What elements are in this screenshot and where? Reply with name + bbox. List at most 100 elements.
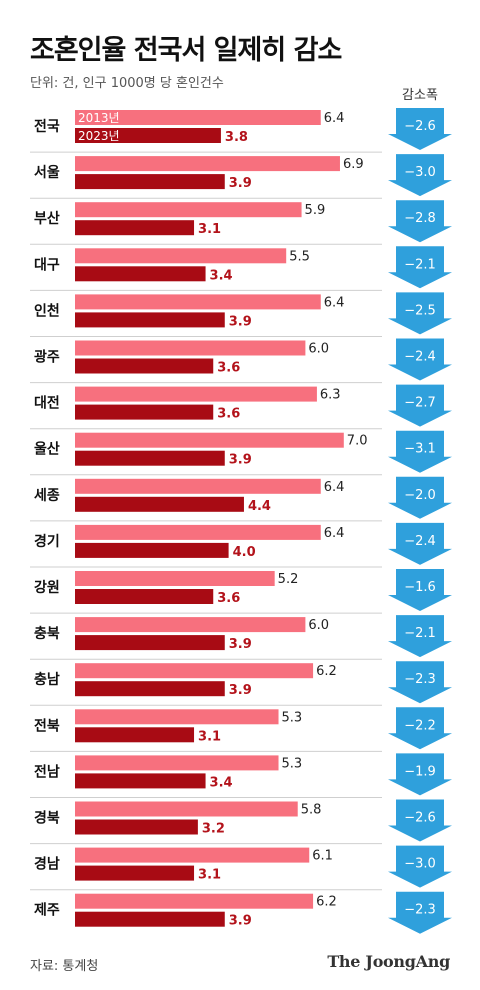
value-label-2023: 4.4 [248, 499, 271, 514]
category-label: 경남 [34, 856, 60, 873]
decrease-label: −2.0 [404, 488, 436, 503]
value-label-2023: 3.6 [217, 361, 240, 376]
bar-2013 [75, 663, 314, 679]
value-label-2013: 5.8 [301, 803, 322, 818]
bar-2013 [75, 340, 306, 356]
value-label-2023: 3.9 [229, 453, 252, 468]
bar-2023 [75, 266, 206, 282]
category-label: 경북 [34, 810, 60, 827]
change-header: 감소폭 [402, 88, 438, 103]
bar-2013 [75, 617, 306, 633]
decrease-label: −1.6 [404, 580, 436, 595]
decrease-arrow [388, 292, 452, 335]
bar-2013 [75, 156, 340, 172]
category-label: 세종 [34, 488, 60, 504]
value-label-2013: 6.4 [324, 526, 345, 541]
bar-2023 [75, 727, 195, 743]
value-label-2023: 3.6 [217, 407, 240, 422]
bar-2023 [75, 911, 225, 927]
category-label: 전북 [34, 717, 60, 734]
value-label-2013: 6.9 [343, 157, 364, 172]
category-label: 전남 [34, 763, 60, 780]
decrease-label: −1.9 [404, 764, 436, 779]
value-label-2023: 3.2 [202, 822, 225, 837]
value-label-2013: 6.4 [324, 295, 345, 310]
category-label: 서울 [34, 164, 60, 181]
value-label-2023: 3.9 [229, 314, 252, 329]
decrease-arrow [388, 430, 452, 473]
value-label-2023: 3.6 [217, 591, 240, 606]
category-label: 경기 [34, 533, 60, 550]
decrease-label: −2.5 [404, 303, 436, 318]
value-label-2013: 5.3 [282, 756, 303, 771]
value-label-2023: 3.1 [198, 222, 221, 237]
value-label-2013: 5.9 [305, 203, 326, 218]
decrease-arrow [388, 200, 452, 243]
value-label-2013: 6.4 [324, 111, 345, 126]
value-label-2023: 3.1 [198, 868, 221, 883]
decrease-arrow [388, 799, 452, 842]
bar-2023 [75, 681, 225, 697]
unit-note: 단위: 건, 인구 1000명 당 혼인건수 [30, 76, 224, 91]
category-label: 제주 [34, 903, 60, 919]
bar-2013 [75, 893, 314, 909]
value-label-2013: 6.3 [320, 388, 341, 403]
bar-2023 [75, 635, 225, 651]
bar-2013 [75, 847, 310, 863]
decrease-arrow [388, 845, 452, 888]
value-label-2023: 3.9 [229, 914, 252, 929]
category-label: 충북 [34, 626, 60, 642]
decrease-label: −2.8 [404, 211, 436, 226]
decrease-arrow [388, 338, 452, 381]
decrease-label: −2.2 [404, 718, 436, 733]
bar-2023 [75, 589, 214, 604]
decrease-label: −3.0 [404, 857, 436, 872]
value-label-2023: 3.4 [210, 268, 233, 283]
bar-2013 [75, 755, 279, 771]
decrease-arrow [388, 707, 452, 750]
source-note: 자료: 통계청 [30, 959, 99, 974]
bar-2023 [75, 819, 198, 835]
bar-2023 [75, 450, 225, 466]
value-label-2023: 3.8 [225, 130, 248, 145]
decrease-arrow [388, 569, 452, 611]
bar-2023 [75, 496, 244, 512]
bar-2013 [75, 294, 321, 310]
bar-2023 [75, 773, 206, 789]
bar-2013 [75, 386, 317, 402]
category-label: 인천 [34, 302, 60, 319]
bar-2023 [75, 220, 195, 236]
decrease-arrow [388, 522, 452, 565]
decrease-arrow [388, 384, 452, 427]
bar-2023 [75, 358, 214, 374]
value-label-2023: 3.4 [210, 775, 233, 790]
category-label: 대전 [34, 395, 60, 412]
decrease-label: −2.3 [404, 903, 436, 918]
decrease-label: −2.4 [404, 350, 436, 365]
decrease-arrow [388, 615, 452, 658]
bar-2023 [75, 542, 229, 558]
chart-title: 조혼인율 전국서 일제히 감소 [30, 35, 342, 66]
value-label-2023: 3.9 [229, 683, 252, 698]
decrease-label: −2.6 [404, 811, 436, 826]
bar-2013 [75, 524, 321, 540]
legend-2013: 2013년 [78, 111, 120, 125]
decrease-arrow [388, 476, 452, 519]
bar-2013 [75, 110, 321, 125]
bar-2023 [75, 312, 225, 328]
category-label: 부산 [34, 210, 60, 227]
publisher-logo: The JoongAng [327, 952, 450, 971]
bar-2013 [75, 432, 344, 448]
value-label-2013: 6.1 [312, 849, 333, 864]
decrease-label: −2.4 [404, 534, 436, 549]
decrease-label: −2.1 [404, 257, 436, 272]
category-label: 충남 [34, 671, 60, 688]
category-label: 울산 [34, 441, 60, 458]
decrease-arrow [388, 246, 452, 289]
bar-2013 [75, 478, 321, 494]
legend-2023: 2023년 [78, 129, 120, 143]
category-label: 전국 [34, 118, 60, 135]
decrease-label: −2.7 [404, 396, 436, 411]
decrease-arrow [388, 661, 452, 704]
